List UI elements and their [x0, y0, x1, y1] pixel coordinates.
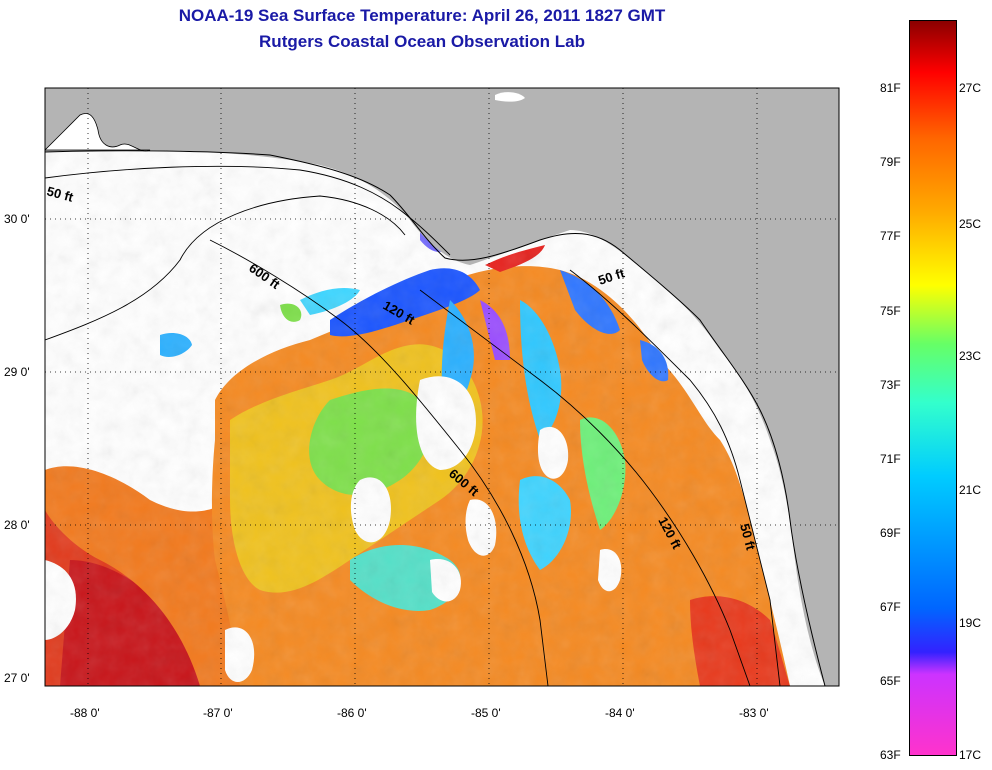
lon-label: -84 0' [605, 706, 635, 720]
colorbar-c-label: 23C [959, 349, 982, 363]
colorbar-c-label: 17C [959, 748, 982, 762]
colorbar-f-label: 75F [880, 304, 901, 318]
colorbar-f-label: 65F [880, 674, 901, 688]
map-title: NOAA-19 Sea Surface Temperature: April 2… [178, 6, 666, 25]
lon-label: -86 0' [337, 706, 367, 720]
lon-label: -83 0' [739, 706, 769, 720]
lon-label: -85 0' [471, 706, 501, 720]
colorbar-f-label: 77F [880, 229, 901, 243]
colorbar-f-label: 69F [880, 526, 901, 540]
lat-label: 27 0' [4, 671, 30, 685]
colorbar-c-label: 19C [959, 616, 982, 630]
coastline [45, 150, 826, 686]
temperature-colorbar [909, 20, 957, 756]
colorbar-f-label: 71F [880, 452, 901, 466]
contour-120ft-west [45, 195, 406, 341]
depth-label: 50 ft [45, 183, 75, 205]
land [45, 88, 839, 686]
contour-600ft [209, 239, 549, 686]
colorbar-f-label: 73F [880, 378, 901, 392]
contour-120ft-east [419, 289, 751, 686]
colorbar-c-label: 27C [959, 81, 982, 95]
depth-label: 50 ft [737, 522, 759, 552]
lat-label: 28 0' [4, 518, 30, 532]
lat-label: 30 0' [4, 212, 30, 226]
contour-50ft-north [45, 165, 451, 256]
colorbar-c-label: 21C [959, 483, 982, 497]
lon-label: -88 0' [70, 706, 100, 720]
map-subtitle: Rutgers Coastal Ocean Observation Lab [259, 32, 585, 51]
colorbar-c-label: 25C [959, 217, 982, 231]
lat-label: 29 0' [4, 365, 30, 379]
colorbar-f-label: 63F [880, 748, 901, 762]
colorbar-f-label: 79F [880, 155, 901, 169]
lon-label: -87 0' [203, 706, 233, 720]
map-border [44, 87, 840, 687]
colorbar-f-label: 67F [880, 600, 901, 614]
colorbar-f-label: 81F [880, 81, 901, 95]
